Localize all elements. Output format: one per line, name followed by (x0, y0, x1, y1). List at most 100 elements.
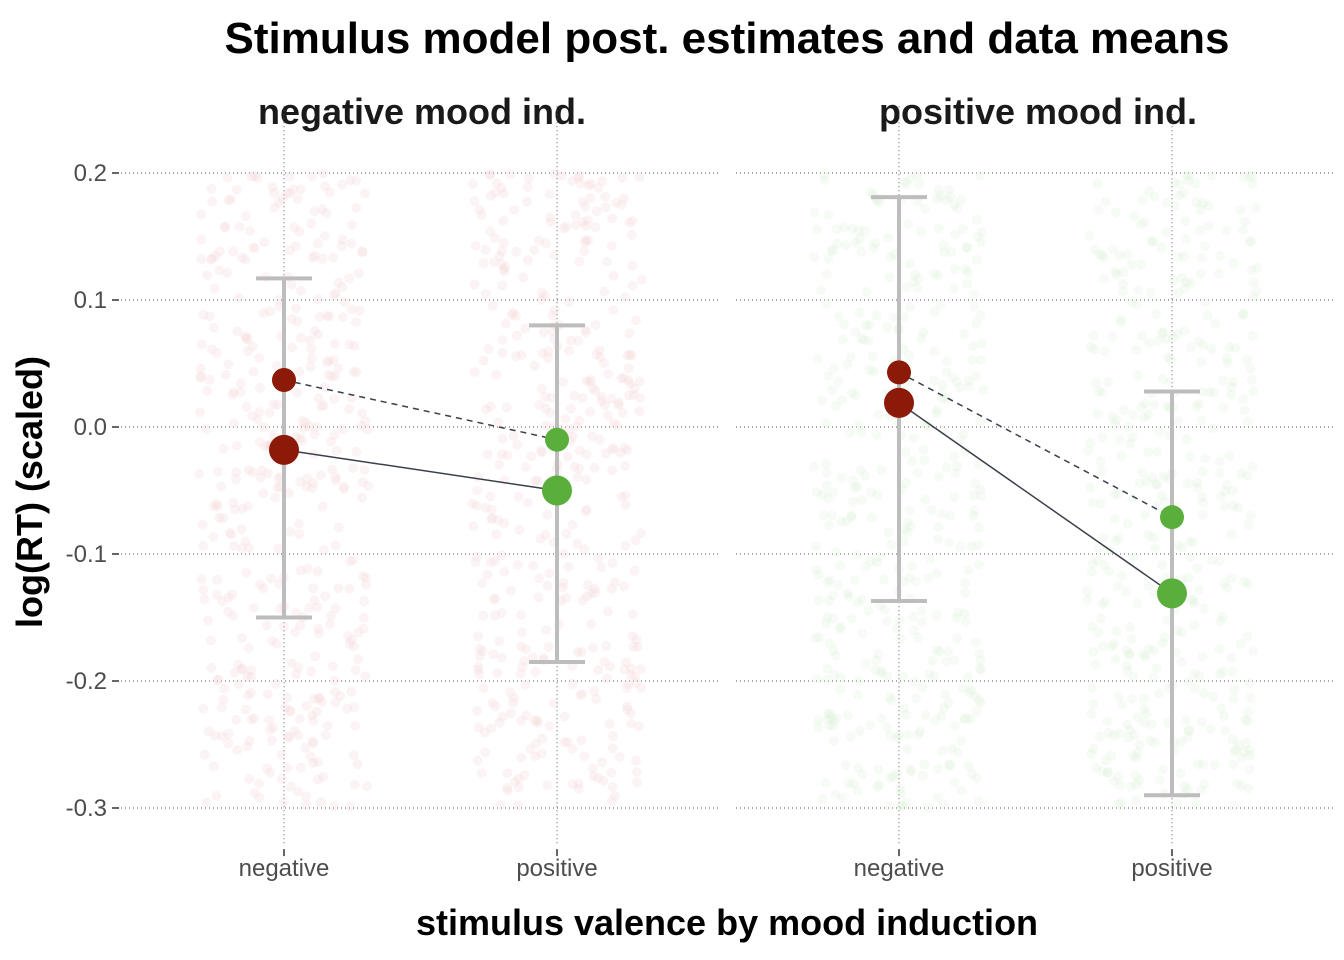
raw-data-point (1173, 252, 1184, 263)
raw-data-point (1230, 342, 1241, 353)
raw-data-point (1180, 715, 1191, 726)
raw-data-point (285, 188, 295, 199)
raw-data-point (887, 771, 898, 782)
raw-data-point (285, 781, 296, 792)
raw-data-point (243, 643, 254, 653)
raw-data-point (537, 447, 547, 458)
raw-data-point (1110, 207, 1121, 218)
raw-data-point (629, 383, 640, 394)
raw-data-point (969, 288, 980, 299)
raw-data-point (1176, 737, 1187, 748)
raw-data-point (202, 386, 213, 396)
raw-data-point (1243, 706, 1254, 717)
raw-data-point (1242, 631, 1253, 642)
raw-data-point (196, 371, 207, 382)
raw-data-point (1149, 645, 1160, 656)
raw-data-point (1110, 513, 1121, 524)
raw-data-point (838, 319, 849, 330)
raw-data-point (520, 679, 531, 690)
raw-data-point (245, 688, 256, 698)
raw-data-point (1144, 337, 1155, 348)
raw-data-point (1112, 581, 1123, 592)
raw-data-point (1156, 327, 1167, 338)
raw-data-point (599, 286, 610, 297)
raw-data-point (912, 467, 923, 478)
raw-data-point (209, 501, 220, 512)
raw-data-point (473, 631, 484, 642)
raw-data-point (258, 488, 269, 499)
raw-data-point (929, 268, 940, 279)
raw-data-point (1185, 342, 1196, 353)
raw-data-point (474, 669, 485, 680)
raw-data-point (1152, 501, 1162, 512)
raw-data-point (968, 341, 979, 352)
raw-data-point (321, 208, 332, 219)
raw-data-point (613, 397, 624, 408)
raw-data-point (564, 296, 575, 307)
raw-data-point (1150, 737, 1161, 748)
panel-title: positive mood ind. (879, 91, 1197, 132)
raw-data-point (596, 757, 607, 768)
raw-data-point (349, 340, 360, 351)
raw-data-point (1140, 651, 1151, 662)
raw-data-point (874, 779, 885, 790)
raw-data-point (1133, 285, 1144, 296)
raw-data-point (609, 577, 620, 588)
raw-data-point (906, 766, 917, 777)
raw-data-point (628, 641, 639, 652)
raw-data-point (472, 755, 483, 766)
raw-data-point (945, 510, 956, 521)
raw-data-point (599, 656, 610, 667)
raw-data-point (255, 472, 266, 483)
raw-data-point (585, 193, 596, 203)
raw-data-point (241, 333, 252, 344)
raw-data-point (813, 714, 824, 725)
raw-data-point (579, 751, 590, 762)
raw-data-point (544, 568, 555, 579)
raw-data-point (558, 577, 569, 588)
raw-data-point (885, 730, 896, 741)
raw-data-point (246, 665, 257, 676)
raw-data-point (257, 465, 267, 476)
raw-data-point (959, 329, 970, 340)
raw-data-point (305, 361, 316, 372)
raw-data-point (911, 693, 922, 704)
raw-data-point (502, 783, 513, 793)
raw-data-point (1200, 453, 1211, 464)
raw-data-point (1246, 265, 1257, 276)
raw-data-point (1099, 596, 1110, 607)
raw-data-point (227, 389, 238, 400)
raw-data-point (926, 504, 937, 515)
raw-data-point (324, 619, 335, 630)
raw-data-point (1114, 780, 1125, 791)
raw-data-point (1180, 233, 1191, 244)
raw-data-point (941, 462, 952, 473)
raw-data-point (1214, 456, 1225, 467)
raw-data-point (271, 638, 282, 649)
raw-data-point (854, 307, 865, 318)
raw-data-point (955, 435, 966, 445)
raw-data-point (858, 335, 869, 346)
raw-data-point (1237, 225, 1248, 236)
raw-data-point (1110, 415, 1121, 425)
raw-data-point (865, 555, 876, 566)
raw-data-point (310, 250, 320, 261)
raw-data-point (1189, 598, 1200, 609)
raw-data-point (1116, 570, 1127, 581)
raw-data-point (236, 664, 247, 674)
raw-data-point (313, 294, 324, 305)
raw-data-point (497, 335, 508, 346)
raw-data-point (1122, 666, 1133, 677)
raw-data-point (1143, 581, 1154, 592)
raw-data-point (611, 197, 622, 208)
raw-data-point (242, 741, 253, 752)
raw-data-point (266, 735, 277, 746)
raw-data-point (811, 564, 822, 575)
raw-data-point (254, 352, 265, 363)
raw-data-point (478, 257, 489, 268)
raw-data-point (1226, 389, 1236, 400)
raw-data-point (196, 254, 207, 265)
raw-data-point (309, 206, 320, 217)
raw-data-point (823, 520, 834, 531)
